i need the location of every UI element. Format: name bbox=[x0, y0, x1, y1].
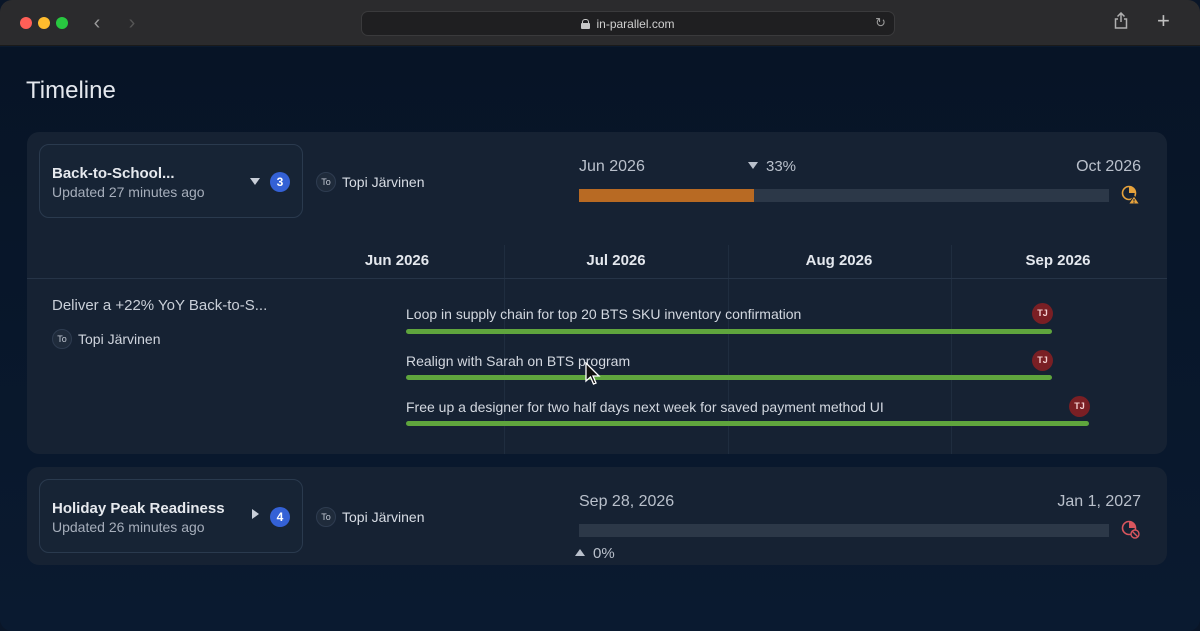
grid-divider bbox=[504, 245, 505, 454]
project-updated: Updated 27 minutes ago bbox=[52, 184, 205, 200]
clock-warning-icon[interactable] bbox=[1121, 185, 1141, 205]
goal-owner: To Topi Järvinen bbox=[52, 329, 161, 349]
grid-divider bbox=[951, 245, 952, 454]
clock-blocked-icon[interactable] bbox=[1121, 520, 1141, 540]
triangle-up-icon bbox=[575, 549, 585, 556]
owner-name: Topi Järvinen bbox=[78, 331, 161, 347]
range-start: Jun 2026 bbox=[579, 158, 645, 175]
task-item[interactable]: Loop in supply chain for top 20 BTS SKU … bbox=[406, 303, 1053, 334]
task-bar[interactable] bbox=[406, 375, 1052, 380]
task-count-badge: 4 bbox=[270, 507, 290, 527]
close-window-button[interactable] bbox=[20, 17, 32, 29]
task-label: Free up a designer for two half days nex… bbox=[406, 399, 884, 415]
month-label: Jun 2026 bbox=[364, 252, 430, 269]
forward-arrow-icon[interactable]: › bbox=[128, 12, 136, 34]
project-header[interactable]: Back-to-School... Updated 27 minutes ago… bbox=[39, 144, 303, 218]
minimize-window-button[interactable] bbox=[38, 17, 50, 29]
task-bar[interactable] bbox=[406, 329, 1052, 334]
project-card: Holiday Peak Readiness Updated 26 minute… bbox=[27, 467, 1167, 565]
reload-icon[interactable]: ↻ bbox=[875, 15, 886, 30]
task-label: Realign with Sarah on BTS program bbox=[406, 353, 631, 369]
month-label: Jul 2026 bbox=[586, 252, 646, 269]
goal-title[interactable]: Deliver a +22% YoY Back-to-S... bbox=[52, 297, 268, 314]
project-owner: To Topi Järvinen bbox=[316, 172, 425, 192]
progress-bar bbox=[579, 524, 1109, 537]
project-name: Back-to-School... bbox=[52, 165, 175, 182]
project-owner: To Topi Järvinen bbox=[316, 507, 425, 527]
avatar: To bbox=[52, 329, 72, 349]
share-icon[interactable] bbox=[1114, 11, 1128, 34]
back-arrow-icon[interactable]: ‹ bbox=[93, 12, 101, 34]
page-title: Timeline bbox=[26, 77, 116, 104]
lock-icon bbox=[581, 19, 591, 29]
assignee-avatar: TJ bbox=[1032, 303, 1053, 324]
url-text: in-parallel.com bbox=[596, 17, 675, 31]
chevron-right-icon[interactable] bbox=[252, 509, 259, 519]
address-bar[interactable]: in-parallel.com ↻ bbox=[361, 11, 895, 36]
mouse-cursor-icon bbox=[585, 361, 601, 386]
progress-bar bbox=[579, 189, 1109, 202]
task-item[interactable]: Realign with Sarah on BTS program TJ bbox=[406, 350, 1053, 380]
task-count-badge: 3 bbox=[270, 172, 290, 192]
project-header[interactable]: Holiday Peak Readiness Updated 26 minute… bbox=[39, 479, 303, 553]
range-start: Sep 28, 2026 bbox=[579, 493, 675, 510]
month-header-row: Jun 2026 Jul 2026 Aug 2026 Sep 2026 bbox=[27, 245, 1167, 279]
browser-titlebar: ‹ › in-parallel.com ↻ + bbox=[0, 0, 1200, 46]
range-end: Oct 2026 bbox=[1076, 158, 1141, 175]
progress-percent: 33% bbox=[748, 158, 796, 175]
grid-divider bbox=[728, 245, 729, 454]
zoom-window-button[interactable] bbox=[56, 17, 68, 29]
new-tab-icon[interactable]: + bbox=[1157, 8, 1170, 33]
progress-percent: 0% bbox=[575, 545, 615, 562]
month-label: Aug 2026 bbox=[805, 252, 873, 269]
task-bar[interactable] bbox=[406, 421, 1089, 426]
percent-value: 33% bbox=[766, 158, 797, 175]
project-card: Back-to-School... Updated 27 minutes ago… bbox=[27, 132, 1167, 454]
assignee-avatar: TJ bbox=[1069, 396, 1090, 417]
month-label: Sep 2026 bbox=[1025, 252, 1091, 269]
owner-name: Topi Järvinen bbox=[342, 509, 425, 525]
triangle-down-icon bbox=[748, 162, 758, 169]
chevron-down-icon[interactable] bbox=[250, 178, 260, 185]
project-updated: Updated 26 minutes ago bbox=[52, 519, 205, 535]
owner-name: Topi Järvinen bbox=[342, 174, 425, 190]
avatar: To bbox=[316, 172, 336, 192]
task-item[interactable]: Free up a designer for two half days nex… bbox=[406, 396, 1090, 426]
task-label: Loop in supply chain for top 20 BTS SKU … bbox=[406, 306, 802, 322]
progress-fill bbox=[579, 189, 754, 202]
app-content: Timeline Back-to-School... Updated 27 mi… bbox=[0, 47, 1200, 631]
avatar: To bbox=[316, 507, 336, 527]
percent-value: 0% bbox=[593, 545, 615, 562]
assignee-avatar: TJ bbox=[1032, 350, 1053, 371]
range-end: Jan 1, 2027 bbox=[1057, 493, 1141, 510]
project-name: Holiday Peak Readiness bbox=[52, 500, 225, 517]
